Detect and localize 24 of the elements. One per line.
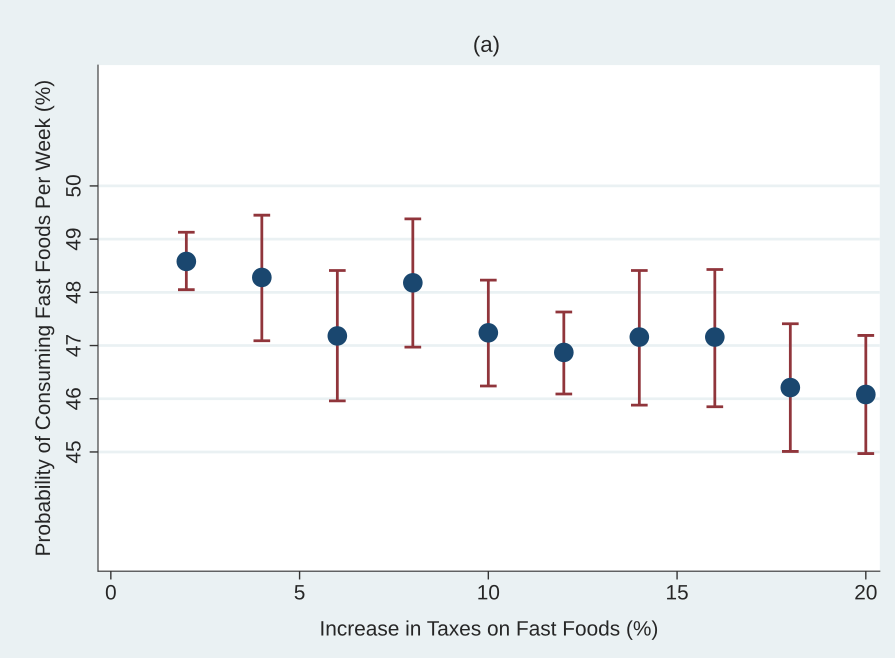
y-tick-label: 49 [66, 228, 81, 250]
x-tick-label: 20 [855, 584, 877, 600]
point [252, 268, 272, 288]
point [478, 322, 498, 343]
x-tick-label: 5 [294, 585, 305, 600]
point [554, 342, 574, 362]
point [780, 378, 800, 398]
x-tick-label: 10 [478, 584, 500, 600]
point [630, 327, 650, 347]
y-tick-label: 47 [66, 335, 80, 357]
chart-title: (a) [474, 36, 499, 56]
point [328, 326, 348, 346]
y-tick-label: 46 [66, 388, 81, 410]
y-axis-title: Probability of Consuming Fast Foods Per Week (%) [34, 81, 54, 555]
y-tick-label: 48 [66, 282, 81, 304]
point [705, 327, 725, 347]
x-tick-label: 15 [667, 585, 688, 600]
point [176, 252, 196, 272]
point [403, 272, 423, 293]
x-tick-label: 0 [106, 584, 116, 600]
point [856, 384, 876, 404]
y-tick-label: 45 [66, 441, 81, 464]
x-axis-title: Increase in Taxes on Fast Foods (%) [321, 620, 658, 640]
y-tick-label: 50 [66, 175, 81, 197]
